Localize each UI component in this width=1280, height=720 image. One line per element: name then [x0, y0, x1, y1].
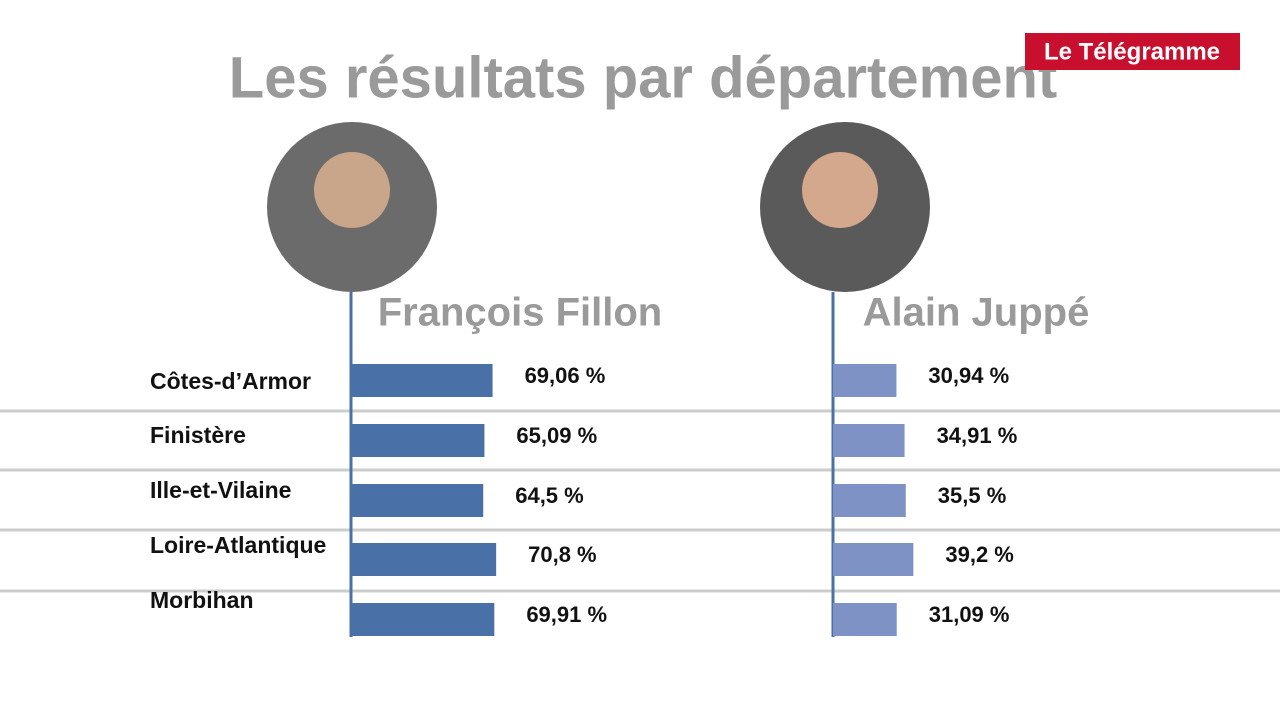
- bar: [833, 364, 897, 397]
- category-label: Morbihan: [150, 587, 254, 613]
- category-label: Loire-Atlantique: [150, 532, 326, 558]
- value-label: 70,8 %: [528, 542, 597, 567]
- category-label: Ille-et-­Vilaine: [150, 477, 291, 503]
- bar: [833, 603, 897, 636]
- bar: [351, 543, 497, 576]
- separators: [0, 409, 1280, 593]
- bar: [833, 424, 905, 457]
- logo: Le Télégramme: [1044, 38, 1220, 65]
- bar: [351, 424, 485, 457]
- logo-box: [1025, 33, 1240, 70]
- photo: [267, 122, 930, 292]
- value-label: 65,09 %: [516, 423, 597, 448]
- value-label: 35,5 %: [938, 483, 1007, 508]
- bar: [351, 603, 495, 636]
- value-label: 69,91 %: [526, 602, 607, 627]
- bar: [833, 484, 906, 517]
- photo-face: [314, 152, 390, 228]
- value-label: 39,2 %: [945, 542, 1014, 567]
- bar: [351, 484, 484, 517]
- bar: [351, 364, 493, 397]
- chart-title: Les résultats par département: [229, 45, 1057, 110]
- bar: [833, 543, 914, 576]
- value-label: 69,06 %: [525, 363, 606, 388]
- series-name: François Fillon: [378, 291, 662, 335]
- photo-face: [802, 152, 878, 228]
- value-label: 30,94 %: [928, 363, 1009, 388]
- value-label: 31,09 %: [929, 602, 1010, 627]
- value-label: 34,91 %: [937, 423, 1018, 448]
- category-label: Finistère: [150, 422, 246, 448]
- category-label: Côtes-­d’Armor: [150, 368, 311, 394]
- series-name: Alain Juppé: [863, 291, 1090, 335]
- value-label: 64,5 %: [515, 483, 584, 508]
